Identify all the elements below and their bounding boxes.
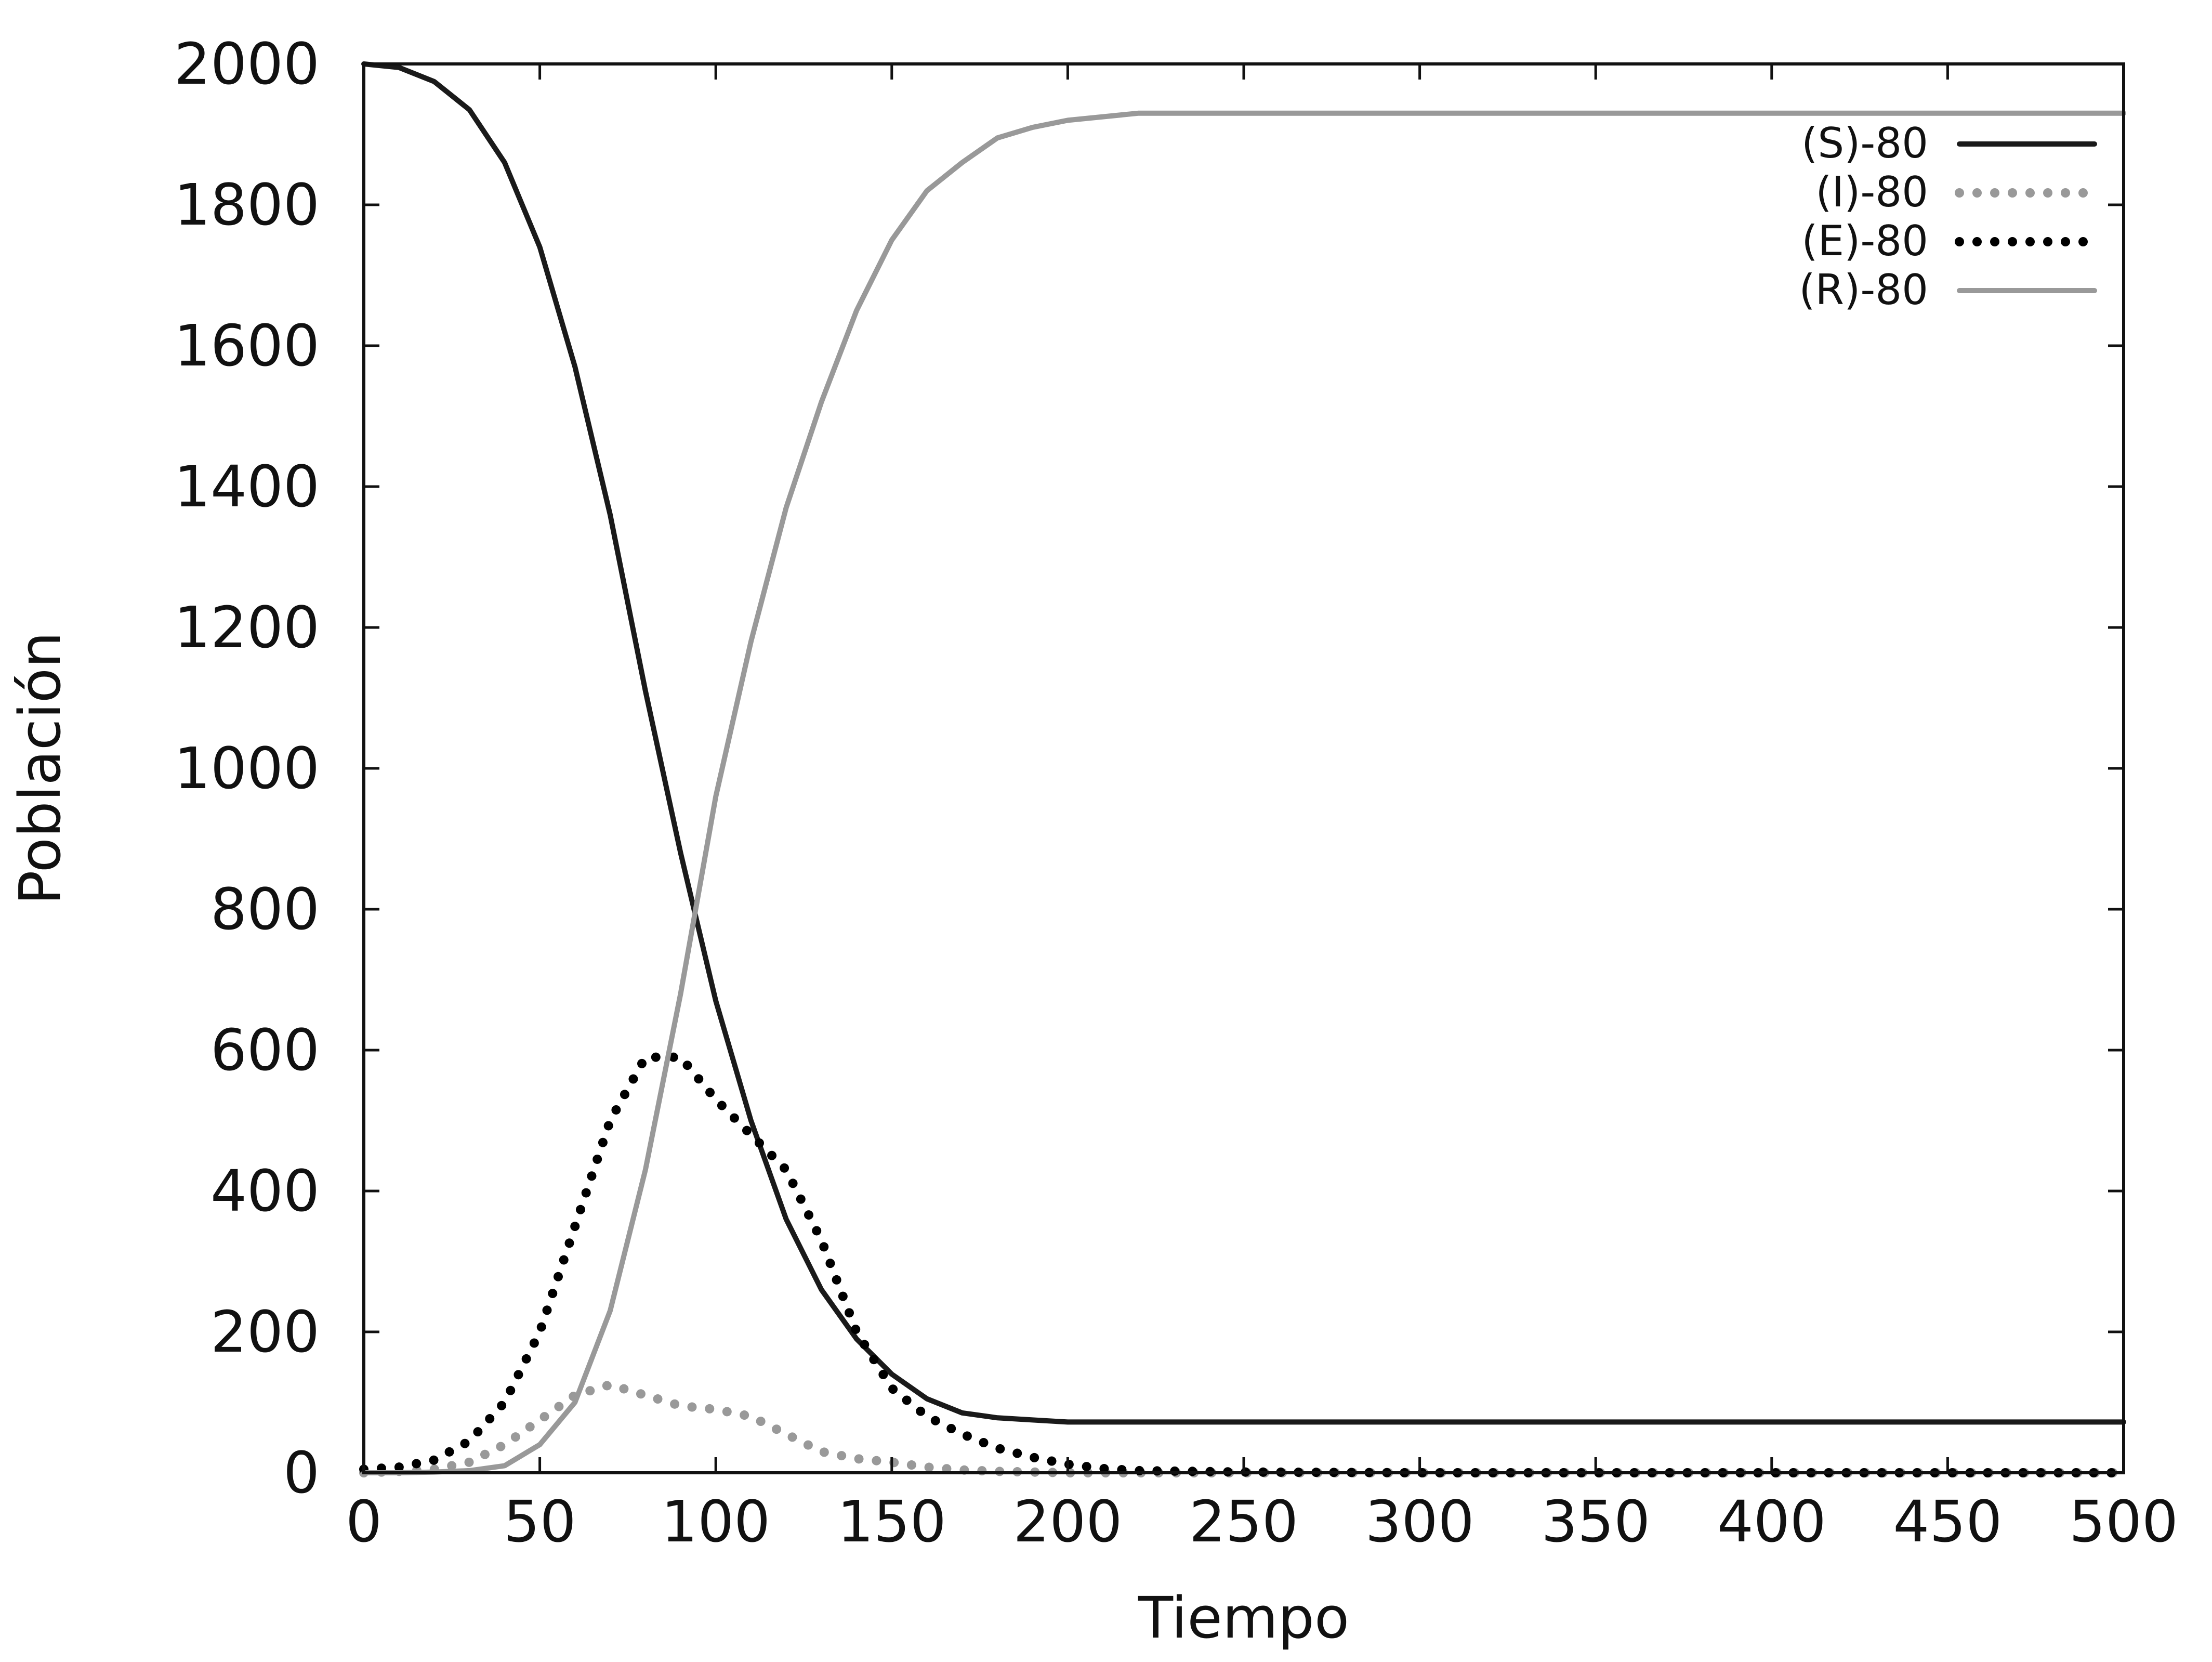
legend-label: (R)-80	[1799, 266, 1928, 314]
x-tick-label: 450	[1893, 1488, 2002, 1555]
y-tick-label: 400	[210, 1158, 320, 1224]
x-tick-label: 100	[661, 1488, 770, 1555]
y-tick-label: 1800	[174, 172, 320, 238]
legend-label: (S)-80	[1801, 119, 1928, 167]
y-tick-label: 1600	[174, 312, 320, 379]
x-tick-label: 300	[1365, 1488, 1474, 1555]
y-tick-label: 800	[210, 876, 320, 943]
series-line-i	[359, 1380, 2128, 1477]
x-tick-label: 400	[1717, 1488, 1826, 1555]
legend: (S)-80(I)-80(E)-80(R)-80	[1799, 119, 2099, 314]
y-tick-label: 200	[210, 1299, 320, 1365]
series-line-s	[361, 61, 2126, 1425]
legend-label: (I)-80	[1815, 168, 1928, 216]
y-tick-label: 1400	[174, 453, 320, 520]
x-tick-label: 150	[837, 1488, 946, 1555]
series-line-r	[361, 110, 2126, 1475]
x-tick-label: 50	[504, 1488, 576, 1555]
x-tick-label: 350	[1541, 1488, 1650, 1555]
x-tick-label: 200	[1013, 1488, 1122, 1555]
x-tick-label: 250	[1189, 1488, 1298, 1555]
y-tick-label: 1000	[174, 735, 320, 802]
y-tick-label: 600	[210, 1017, 320, 1083]
tick-layer: 0 50 100 150 200 250 300 350 400 450 500 0 200 400 600…	[174, 31, 2178, 1555]
x-tick-label: 0	[346, 1488, 382, 1555]
y-tick-label: 0	[283, 1439, 320, 1506]
y-tick-label: 1200	[174, 594, 320, 661]
x-tick-label: 500	[2069, 1488, 2178, 1555]
legend-label: (E)-80	[1801, 217, 1928, 265]
x-axis-label: Tiempo	[1138, 1585, 1349, 1651]
y-axis-label: Población	[7, 632, 73, 905]
y-tick-label: 2000	[174, 31, 320, 97]
